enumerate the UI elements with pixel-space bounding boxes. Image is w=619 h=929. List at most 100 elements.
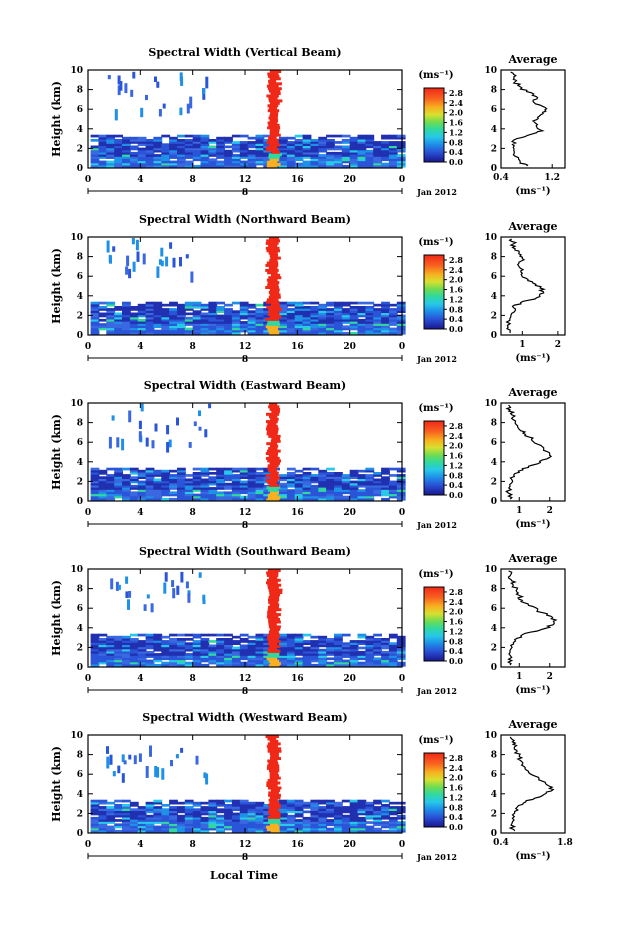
heatmap-cell (90, 476, 100, 479)
heatmap-cell (357, 139, 367, 142)
heatmap-cell (145, 323, 155, 326)
heatmap-cell (208, 480, 218, 484)
heatmap-cell (373, 640, 382, 643)
heatmap-cell (90, 819, 100, 822)
heatmap-cell (357, 162, 367, 166)
heatmap-cell (106, 308, 116, 311)
heatmap-cell (169, 474, 178, 477)
heatmap-cell (153, 478, 163, 482)
heatmap-cell (388, 484, 398, 488)
heatmap-cell (302, 829, 312, 833)
heatmap-cell (268, 82, 282, 86)
heatmap-cell (271, 410, 280, 414)
heatmap-cell (267, 779, 278, 783)
heatmap-cell (184, 164, 194, 168)
heatmap-cell (106, 301, 116, 305)
heatmap-cell (192, 823, 202, 827)
heatmap-cell (302, 489, 312, 492)
heatmap-cell (114, 312, 123, 316)
heatmap-cell (153, 642, 163, 645)
heatmap-cell (388, 493, 398, 497)
heatmap-cell (255, 810, 265, 814)
heatmap-cell (286, 491, 296, 495)
heatmap-cell (98, 646, 108, 650)
heatmap-cell (302, 495, 312, 499)
heatmap-cell (263, 491, 273, 495)
heatmap-cell (302, 164, 312, 168)
heatmap-cell (318, 801, 328, 805)
heatmap-cell (247, 487, 257, 490)
heatmap-cell (129, 323, 139, 326)
heatmap-cell (310, 635, 320, 639)
heatmap-cell (267, 109, 280, 113)
heatmap-cell (349, 151, 359, 155)
heatmap-cell (117, 75, 121, 85)
heatmap-cell (310, 151, 320, 155)
heatmap-cell (349, 646, 359, 650)
heatmap-cell (396, 329, 406, 333)
heatmap-cell (216, 327, 225, 331)
heatmap-cell (279, 489, 288, 492)
heatmap-cell (255, 821, 265, 824)
heatmap-cell (114, 472, 123, 475)
heatmap-cell (269, 627, 281, 631)
heatmap-cell (192, 635, 202, 639)
heatmap-cell (381, 642, 390, 645)
heatmap-cell (302, 476, 312, 479)
heatmap-cell (169, 663, 178, 667)
heatmap-cell (114, 329, 123, 333)
heatmap-cell (294, 325, 304, 329)
heatmap-cell (239, 310, 249, 313)
heatmap-cell (106, 819, 116, 822)
heatmap-cell (161, 321, 171, 324)
heatmap-cell (279, 491, 288, 495)
heatmap-cell (357, 657, 367, 661)
heatmap-cell (145, 825, 155, 829)
heatmap-cell (106, 495, 116, 499)
heatmap-cell (349, 162, 359, 166)
heatmap-cell (286, 310, 296, 313)
heatmap-cell (286, 147, 296, 151)
heatmap-cell (341, 308, 351, 311)
heatmap-cell (365, 648, 375, 652)
heatmap-cell (388, 825, 398, 829)
heatmap-cell (145, 147, 155, 151)
heatmap-cell (179, 257, 182, 267)
heatmap-cell (161, 489, 171, 492)
heatmap-cell (98, 823, 108, 827)
heatmap-cell (200, 646, 210, 650)
heatmap-cell (269, 771, 278, 775)
heatmap-cell (231, 799, 241, 803)
heatmap-cell (177, 474, 186, 477)
heatmap-cell (224, 154, 233, 157)
heatmap-cell (268, 89, 281, 93)
heatmap-cell (294, 799, 304, 803)
heatmap-cell (381, 141, 390, 144)
heatmap-cell (326, 487, 335, 490)
heatmap-cell (396, 806, 406, 809)
heatmap-cell (177, 160, 186, 164)
heatmap-cell (177, 821, 186, 824)
heatmap-cell (318, 306, 328, 309)
heatmap-cell (122, 484, 131, 488)
average-title: Average (507, 220, 557, 233)
heatmap-cell (224, 655, 233, 658)
heatmap-cell (286, 657, 296, 661)
heatmap-cell (169, 327, 178, 331)
heatmap-cell (265, 286, 279, 289)
heatmap-cell (153, 659, 163, 663)
heatmap-cell (381, 316, 390, 320)
heatmap-cell (326, 164, 335, 168)
heatmap-cell (137, 484, 147, 488)
heatmap-cell (161, 323, 171, 326)
heatmap-cell (269, 603, 280, 607)
date-label: Jan 2012 (416, 520, 457, 530)
heatmap-cell (122, 312, 131, 316)
heatmap-cell (294, 635, 304, 639)
heatmap-cell (126, 255, 130, 267)
heatmap-cell (373, 493, 382, 497)
heatmap-cell (381, 156, 390, 159)
heatmap-cell (396, 827, 406, 831)
heatmap-cell (269, 813, 281, 817)
heatmap-cell (396, 823, 406, 827)
